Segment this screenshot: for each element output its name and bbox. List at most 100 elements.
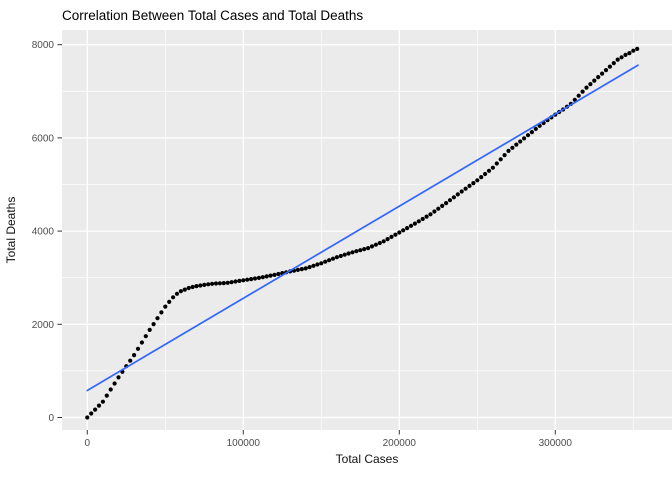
- scatter-point: [416, 219, 421, 224]
- scatter-point: [584, 85, 589, 90]
- scatter-point: [155, 316, 160, 321]
- scatter-point: [486, 168, 492, 173]
- scatter-point: [178, 289, 183, 294]
- scatter-point: [506, 148, 511, 153]
- scatter-point: [307, 265, 312, 270]
- scatter-point: [522, 136, 527, 141]
- scatter-point: [323, 259, 328, 264]
- scatter-point: [502, 153, 507, 158]
- scatter-point: [252, 276, 258, 281]
- scatter-point: [455, 192, 460, 197]
- plot-panel: [62, 30, 672, 430]
- scatter-point: [607, 64, 613, 69]
- scatter-point: [389, 234, 394, 239]
- scatter-point: [217, 281, 222, 286]
- scatter-point: [412, 221, 417, 226]
- x-tick-label: 100000: [227, 438, 261, 449]
- scatter-point: [143, 334, 148, 339]
- scatter-point: [350, 250, 355, 255]
- scatter-point: [85, 415, 90, 420]
- scatter-point: [572, 97, 577, 102]
- scatter-point: [182, 287, 187, 292]
- scatter-point: [100, 399, 105, 404]
- scatter-point: [237, 278, 242, 283]
- scatter-point: [358, 248, 363, 253]
- scatter-point: [116, 375, 121, 380]
- scatter-point: [623, 52, 628, 58]
- scatter-point: [190, 284, 195, 290]
- y-tick-label: 6000: [32, 133, 55, 144]
- scatter-point: [210, 281, 215, 286]
- scatter-point: [346, 251, 351, 256]
- scatter-point: [225, 280, 230, 285]
- scatter-point: [260, 275, 265, 280]
- scatter-point: [147, 327, 152, 332]
- scatter-point: [432, 209, 437, 214]
- scatter-point: [440, 203, 445, 208]
- scatter-point: [592, 78, 597, 83]
- scatter-point: [206, 282, 211, 287]
- scatter-point: [159, 310, 164, 315]
- scatter-point: [494, 161, 499, 166]
- x-tick-label: 300000: [539, 438, 573, 449]
- scatter-point: [408, 223, 414, 228]
- chart-title: Correlation Between Total Cases and Tota…: [62, 8, 363, 23]
- scatter-point: [518, 139, 523, 144]
- scatter-point: [245, 277, 250, 282]
- scatter-point: [198, 283, 203, 288]
- scatter-point: [576, 93, 581, 98]
- scatter-point: [471, 181, 476, 186]
- scatter-point: [334, 255, 339, 260]
- scatter-point: [510, 145, 515, 150]
- y-tick-label: 8000: [32, 40, 55, 51]
- scatter-point: [483, 171, 488, 177]
- scatter-point: [93, 407, 98, 412]
- scatter-point: [354, 249, 359, 254]
- scatter-point: [202, 282, 207, 287]
- scatter-point: [295, 267, 300, 272]
- scatter-point: [132, 353, 137, 358]
- y-tick-label: 2000: [32, 320, 55, 331]
- scatter-point: [276, 271, 281, 277]
- scatter-point: [151, 322, 156, 327]
- scatter-point: [171, 295, 176, 300]
- y-axis-title: Total Deaths: [4, 197, 18, 264]
- scatter-point: [108, 387, 113, 392]
- scatter-point: [96, 403, 102, 408]
- scatter-point: [89, 411, 94, 416]
- scatter-point: [611, 61, 616, 66]
- scatter-point: [615, 57, 620, 62]
- scatter-point: [525, 133, 531, 138]
- scatter-point: [405, 226, 410, 231]
- scatter-point: [424, 214, 429, 219]
- scatter-point: [256, 275, 261, 280]
- scatter-point: [303, 266, 308, 271]
- scatter-point: [444, 201, 449, 206]
- scatter-point: [401, 228, 406, 233]
- x-axis-title: Total Cases: [336, 452, 399, 466]
- scatter-point: [311, 263, 316, 268]
- scatter-point: [249, 277, 254, 282]
- scatter-point: [338, 253, 343, 259]
- scatter-point: [373, 242, 378, 247]
- scatter-point: [233, 279, 238, 284]
- x-tick-label: 0: [84, 438, 90, 449]
- scatter-point: [635, 46, 640, 52]
- scatter-point: [167, 299, 172, 304]
- scatter-point: [174, 291, 180, 296]
- scatter-point: [264, 274, 269, 279]
- scatter-point: [229, 280, 234, 285]
- trend-line: [86, 64, 639, 392]
- scatter-point: [436, 206, 441, 211]
- scatter-point: [588, 82, 593, 87]
- scatter-point: [580, 89, 585, 94]
- scatter-point: [596, 75, 601, 80]
- scatter-point: [451, 195, 456, 200]
- scatter-point: [529, 130, 535, 135]
- scatter-point: [397, 230, 402, 235]
- scatter-point: [385, 237, 390, 242]
- scatter-point: [319, 261, 324, 266]
- scatter-point: [467, 183, 472, 188]
- scatter-point: [475, 178, 480, 183]
